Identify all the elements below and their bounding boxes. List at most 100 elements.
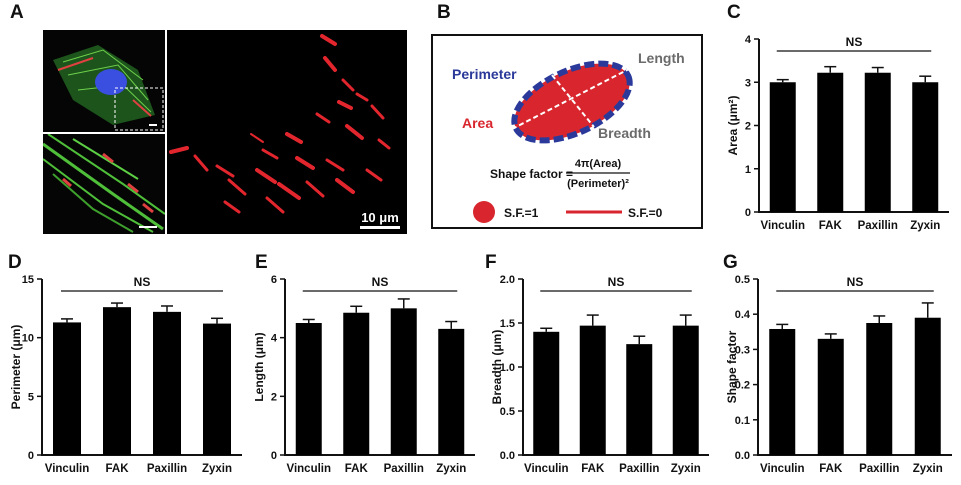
shape-factor-schematic: Perimeter Area Length Breadth Shape fact…: [430, 33, 705, 231]
breadth-label: Breadth: [598, 125, 651, 141]
y-tick-label: 4: [271, 333, 278, 345]
x-tick-label: FAK: [345, 463, 369, 475]
panel-letter-a: A: [10, 2, 24, 23]
bar-paxillin: [626, 344, 653, 455]
x-tick-label: Vinculin: [760, 220, 805, 232]
panel-letter-b: B: [437, 2, 451, 23]
x-tick-label: Vinculin: [760, 463, 805, 475]
y-tick-label: 4: [745, 34, 752, 46]
y-tick-label: 1.0: [500, 362, 515, 374]
x-tick-label: Zyxin: [202, 463, 232, 475]
y-tick-label: 0.2: [735, 380, 750, 392]
x-tick-label: Zyxin: [671, 463, 701, 475]
schematic-frame: [431, 34, 703, 229]
area-label: Area: [462, 115, 493, 131]
panel-letter-e: E: [255, 252, 268, 273]
chart-breadth: 0.0 0.5 1.0 1.5 2.0 Breadth (μm) Vinculin FAK Pa…: [490, 274, 709, 475]
bar-paxillin: [390, 308, 417, 455]
panel-letter-d: D: [8, 252, 22, 273]
y-tick-label: 0.0: [735, 450, 750, 462]
cell-overview-image: [43, 30, 165, 132]
x-tick-label: FAK: [581, 463, 605, 475]
bar-fak: [579, 325, 606, 455]
shape-factor-denominator: (Perimeter)²: [567, 178, 629, 190]
circle-example: [473, 201, 495, 223]
y-tick-label: 2: [745, 121, 751, 133]
micrograph-overview: [43, 30, 165, 132]
x-tick-label: Vinculin: [45, 463, 90, 475]
y-tick-label: 15: [22, 274, 34, 286]
y-tick-label: 0.4: [735, 309, 751, 321]
x-tick-label: Paxillin: [619, 463, 659, 475]
y-tick-label: 0.5: [500, 406, 515, 418]
chart-shape-factor: 0.0 0.1 0.2 0.3 0.4 0.5 Shape factor Vinculin FA…: [725, 274, 952, 475]
bar-vinculin: [53, 322, 81, 455]
panel-letter-c: C: [727, 2, 741, 23]
x-tick-label: Paxillin: [859, 463, 899, 475]
x-tick-label: Zyxin: [910, 220, 940, 232]
x-tick-label: Vinculin: [524, 463, 569, 475]
length-axis: [511, 68, 630, 130]
chart-length: 0 2 4 6 Length (μm) Vinculin FAK Paxillin Zyxin N…: [255, 274, 475, 475]
x-tick-label: Paxillin: [147, 463, 187, 475]
length-label: Length: [638, 50, 685, 66]
y-axis-title: Breadth (μm): [490, 330, 504, 405]
bar-zyxin: [912, 82, 939, 212]
bar-paxillin: [864, 72, 891, 212]
y-tick-label: 2: [271, 391, 277, 403]
schematic-drawing: Perimeter Area Length Breadth Shape fact…: [431, 34, 703, 229]
y-tick-label: 0.3: [735, 344, 750, 356]
shape-factor-equation-label: Shape factor =: [490, 167, 573, 181]
chart-area: 0 1 2 3 4 Area (μm²) Vinculin FAK Paxillin Zyxin N…: [727, 34, 949, 232]
sf-line-label: S.F.=0: [628, 206, 663, 220]
significance-label: NS: [372, 275, 389, 289]
scale-bar-label: 10 μm: [361, 210, 399, 225]
bar-zyxin: [438, 328, 465, 455]
y-tick-label: 0: [745, 207, 751, 219]
y-tick-label: 3: [745, 77, 751, 89]
significance-label: NS: [847, 275, 864, 289]
bar-paxillin: [153, 311, 181, 455]
micrograph-inset: [43, 134, 165, 234]
bar-fak: [103, 307, 131, 455]
bar-zyxin: [203, 323, 231, 455]
bar-zyxin: [672, 325, 699, 455]
focal-adhesion-image: 10 μm: [167, 30, 407, 234]
bar-fak: [343, 312, 370, 455]
panel-letter-g: G: [723, 252, 738, 273]
y-tick-label: 1.5: [500, 318, 515, 330]
bar-paxillin: [866, 323, 893, 455]
y-tick-label: 2.0: [500, 274, 515, 286]
y-tick-label: 6: [271, 274, 277, 286]
y-tick-label: 0: [271, 450, 277, 462]
y-tick-label: 5: [28, 391, 34, 403]
y-tick-label: 0: [28, 450, 34, 462]
bar-vinculin: [295, 323, 322, 455]
bar-vinculin: [533, 331, 560, 455]
bar-zyxin: [914, 317, 941, 455]
sf-circle-label: S.F.=1: [504, 206, 539, 220]
x-tick-label: FAK: [819, 463, 843, 475]
x-tick-label: Paxillin: [384, 463, 424, 475]
bar-fak: [817, 72, 844, 212]
y-tick-label: 0.1: [735, 415, 750, 427]
y-axis-title: Area (μm²): [727, 95, 740, 155]
y-tick-label: 0.0: [500, 450, 515, 462]
x-tick-label: Vinculin: [286, 463, 331, 475]
bar-vinculin: [769, 328, 796, 455]
bar-fak: [817, 338, 844, 455]
x-tick-label: FAK: [819, 220, 843, 232]
chart-perimeter: 0 5 10 15 Perimeter (μm) Vinculin FAK Paxillin Z…: [9, 274, 242, 475]
significance-label: NS: [134, 275, 151, 289]
y-tick-label: 0.5: [735, 274, 750, 286]
y-tick-label: 10: [22, 333, 34, 345]
micrograph-focal-adhesions: 10 μm: [167, 30, 407, 234]
perimeter-label: Perimeter: [452, 66, 517, 82]
breadth-axis: [551, 74, 595, 128]
y-axis-title: Perimeter (μm): [9, 325, 23, 410]
cell-inset-image: [43, 134, 165, 234]
x-tick-label: FAK: [106, 463, 130, 475]
y-axis-title: Length (μm): [255, 332, 266, 401]
bar-vinculin: [769, 82, 796, 212]
significance-label: NS: [846, 35, 863, 49]
